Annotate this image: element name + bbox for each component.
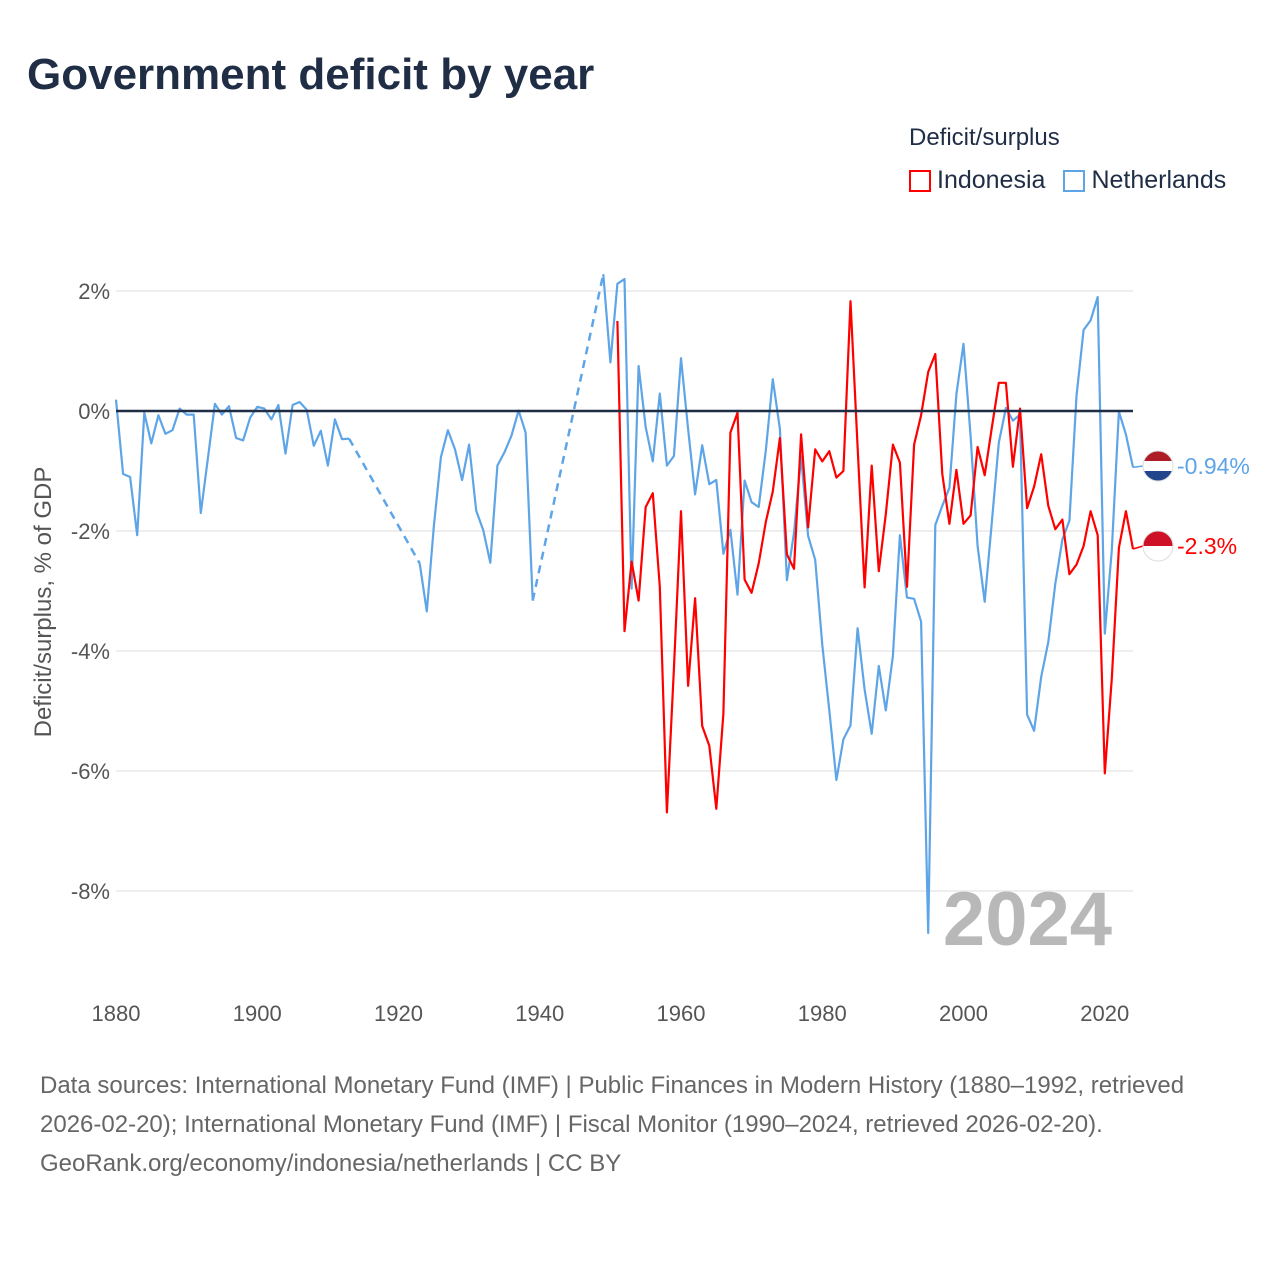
end-connector-netherlands (1132, 465, 1144, 469)
x-tick-label: 1880 (92, 1001, 141, 1026)
legend-label-indonesia: Indonesia (937, 166, 1046, 194)
x-tick-label: 1940 (515, 1001, 564, 1026)
legend-label-netherlands: Netherlands (1091, 166, 1227, 194)
legend-swatch-indonesia (909, 169, 931, 192)
y-axis-label: Deficit/surplus, % of GDP (30, 467, 57, 738)
x-tick-label: 1960 (657, 1001, 706, 1026)
legend-title: Deficit/surplus (909, 124, 1060, 151)
x-tick-label: 2000 (939, 1001, 988, 1026)
flag-stripe (1143, 461, 1173, 472)
line-chart: 2% 0% -2% -4% -6% -8% 1880 1900 1920 1940 1960 198… (30, 273, 1250, 1026)
flag-stripe (1143, 531, 1173, 547)
flag-icon-indonesia (1142, 530, 1174, 562)
flag-stripe (1143, 471, 1173, 481)
end-label-netherlands: -0.94% (1177, 453, 1250, 479)
source-link[interactable]: GeoRank.org/economy/indonesia/netherland… (40, 1150, 529, 1177)
x-tick-label: 1900 (233, 1001, 282, 1026)
flag-border (1142, 530, 1174, 562)
y-tick-label: 2% (78, 279, 110, 304)
legend: Indonesia Netherlands (909, 166, 1244, 195)
series-line-netherlands (114, 274, 1135, 935)
gap-line-netherlands (531, 273, 605, 601)
x-axis-ticks: 1880 1900 1920 1940 1960 1980 2000 2020 (92, 1001, 1130, 1026)
gridlines (116, 290, 1133, 892)
flag-stripe (1143, 546, 1173, 561)
y-tick-label: -6% (71, 759, 110, 784)
attribution: GeoRank.org/economy/indonesia/netherland… (40, 1144, 1240, 1183)
y-tick-label: -2% (71, 519, 110, 544)
license: | CC BY (528, 1150, 622, 1177)
year-watermark: 2024 (943, 877, 1112, 962)
y-tick-label: 0% (78, 399, 110, 424)
gap-line-netherlands (347, 437, 421, 565)
y-tick-label: -8% (71, 879, 110, 904)
data-sources: Data sources: International Monetary Fun… (40, 1072, 1185, 1138)
legend-swatch-netherlands (1063, 169, 1086, 192)
end-labels: -0.94% -2.3% (1132, 450, 1250, 562)
y-tick-label: -4% (71, 639, 110, 664)
legend-item-netherlands[interactable]: Netherlands (1063, 166, 1226, 195)
end-connector-indonesia (1132, 545, 1144, 550)
legend-item-indonesia[interactable]: Indonesia (909, 166, 1045, 195)
chart-title: Government deficit by year (27, 50, 595, 99)
x-tick-label: 1920 (374, 1001, 423, 1026)
y-axis-ticks: 2% 0% -2% -4% -6% -8% (71, 279, 110, 904)
footer: Data sources: International Monetary Fun… (40, 1066, 1240, 1183)
flag-icon-netherlands (1142, 450, 1174, 482)
series-lines (114, 273, 1135, 935)
flag-stripe (1143, 451, 1173, 462)
x-tick-label: 2020 (1080, 1001, 1129, 1026)
series-line-indonesia (616, 300, 1135, 814)
flag-border (1142, 450, 1174, 482)
x-tick-label: 1980 (798, 1001, 847, 1026)
end-label-indonesia: -2.3% (1177, 533, 1237, 559)
